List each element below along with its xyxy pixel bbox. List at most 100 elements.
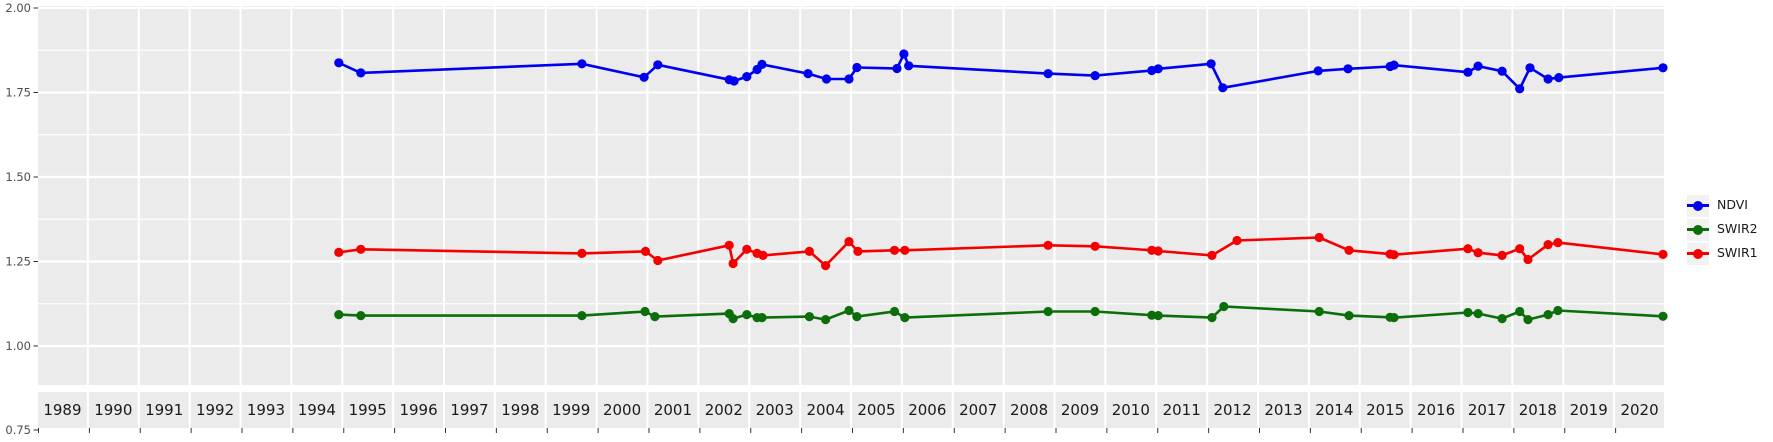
data-point-swir1 (1232, 235, 1242, 246)
year-strip (1259, 392, 1308, 428)
year-strip-label: 2000 (603, 401, 641, 419)
year-strip-label: 1991 (145, 401, 183, 419)
data-point-swir1 (1090, 241, 1100, 251)
year-strip (495, 392, 545, 428)
data-point-swir2 (1658, 311, 1668, 321)
data-point-swir1 (758, 250, 768, 260)
year-strip-label: 2012 (1213, 401, 1251, 419)
data-point-swir2 (1090, 306, 1100, 317)
data-point-swir2 (1473, 309, 1483, 319)
data-point-ndvi (844, 74, 854, 84)
year-strip (648, 392, 698, 428)
year-panel (1309, 6, 1359, 385)
year-strip-label: 1989 (43, 401, 81, 419)
data-point-swir1 (728, 258, 738, 269)
year-strip-label: 2008 (1010, 401, 1048, 419)
year-strip-label: 1996 (399, 401, 437, 419)
year-panel (597, 6, 647, 385)
data-point-swir2 (1553, 305, 1563, 316)
data-point-swir1 (1473, 248, 1483, 258)
data-point-swir1 (1497, 250, 1507, 260)
year-strip-label: 1992 (196, 401, 234, 419)
data-point-ndvi (356, 68, 366, 78)
year-strip-label: 1999 (552, 401, 590, 419)
year-strip-label: 2006 (908, 401, 946, 419)
year-strip (801, 392, 850, 428)
y-tick-label: 1.25 (5, 255, 31, 269)
year-strip-label: 2010 (1112, 401, 1150, 419)
data-point-swir1 (356, 244, 366, 254)
data-point-ndvi (639, 72, 649, 82)
data-point-ndvi (1153, 64, 1163, 74)
year-panel (546, 6, 596, 385)
year-strip-label: 1993 (247, 401, 285, 419)
year-panel (190, 6, 240, 385)
year-strip (1513, 392, 1563, 428)
data-point-swir1 (1043, 240, 1053, 250)
data-point-ndvi (1497, 66, 1507, 76)
legend-key-swir2-icon (1687, 218, 1709, 241)
data-point-ndvi (577, 59, 587, 69)
y-tick-label: 1.50 (5, 170, 31, 184)
data-point-swir2 (1153, 311, 1163, 321)
data-point-swir1 (1543, 240, 1553, 250)
year-strip (1208, 392, 1257, 428)
data-point-swir2 (1497, 314, 1507, 324)
data-point-ndvi (653, 60, 663, 70)
year-panel (292, 6, 342, 385)
year-strip (445, 392, 494, 428)
data-point-swir1 (889, 245, 900, 255)
year-strip (1615, 392, 1664, 428)
year-strip-label: 1998 (501, 401, 539, 419)
data-point-swir1 (1389, 250, 1399, 260)
year-strip (902, 392, 952, 428)
y-tick-label: 2.00 (5, 1, 31, 15)
data-point-swir2 (742, 310, 752, 320)
year-panel (1157, 6, 1207, 385)
year-strip (750, 392, 800, 428)
data-point-swir2 (1389, 313, 1399, 323)
data-point-swir1 (844, 237, 854, 247)
year-panel (1462, 6, 1512, 385)
data-point-swir2 (334, 310, 344, 320)
data-point-ndvi (1389, 60, 1399, 70)
year-strip (1462, 392, 1512, 428)
year-strip (292, 392, 342, 428)
data-point-swir1 (1515, 244, 1525, 254)
year-strip (190, 392, 240, 428)
year-panel (1411, 6, 1461, 385)
year-strip (852, 392, 901, 428)
year-strip-label: 2017 (1468, 401, 1506, 419)
data-point-swir1 (334, 247, 344, 257)
year-strip-label: 1990 (94, 401, 132, 419)
data-point-swir2 (1043, 306, 1053, 317)
legend-label-swir1: SWIR1 (1717, 245, 1758, 261)
year-strip-label: 1995 (349, 401, 387, 419)
data-point-swir1 (900, 245, 910, 255)
year-strip (241, 392, 291, 428)
data-point-swir2 (1463, 307, 1473, 318)
year-strip-label: 2018 (1519, 401, 1557, 419)
year-panel (241, 6, 291, 385)
year-strip-label: 1997 (450, 401, 488, 419)
data-point-swir1 (1463, 244, 1473, 254)
data-point-swir2 (1515, 306, 1525, 317)
data-point-swir1 (1553, 238, 1563, 248)
year-strip-label: 2007 (959, 401, 997, 419)
data-point-ndvi (1658, 63, 1668, 73)
data-point-ndvi (1343, 64, 1353, 74)
data-point-swir1 (853, 246, 863, 256)
year-panel (1259, 6, 1308, 385)
series-line-swir1 (337, 236, 1665, 267)
data-point-swir1 (1344, 245, 1354, 255)
data-point-ndvi (1043, 69, 1053, 79)
year-strip (1564, 392, 1614, 428)
data-point-swir2 (1314, 306, 1324, 317)
data-point-swir2 (356, 311, 366, 321)
legend-label-ndvi: NDVI (1717, 197, 1748, 213)
year-strip (1360, 392, 1410, 428)
legend-key-swir1-icon (1687, 242, 1709, 265)
data-point-swir2 (1543, 310, 1553, 320)
year-panel (495, 6, 545, 385)
year-strip-label: 2019 (1570, 401, 1608, 419)
